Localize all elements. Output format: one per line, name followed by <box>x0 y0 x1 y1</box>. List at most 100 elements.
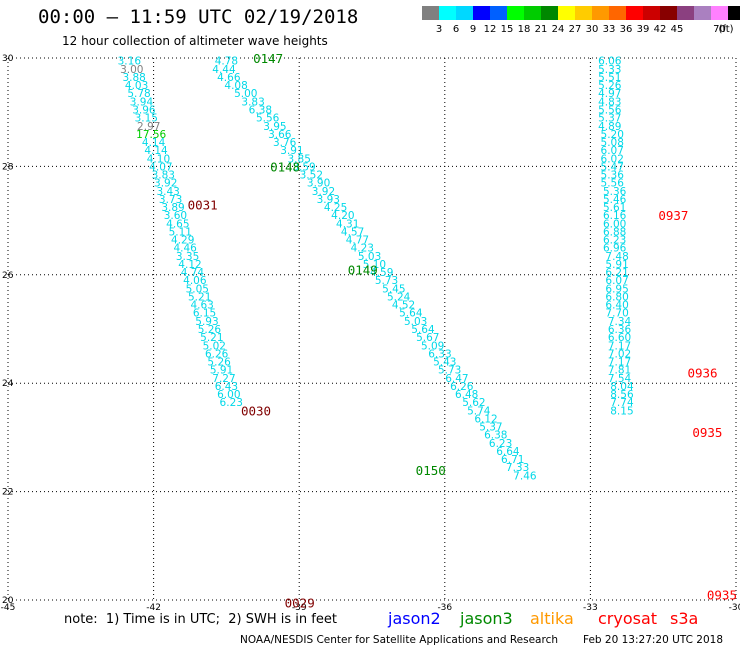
color-scale-label: 36 <box>620 24 633 35</box>
wave-height-value: 7.70 <box>605 308 628 320</box>
y-tick-label: 24 <box>2 379 14 389</box>
color-swatch <box>728 6 740 20</box>
color-swatch <box>592 6 609 20</box>
wave-height-value: 6.00 <box>603 218 626 230</box>
color-scale-label: 15 <box>501 24 514 35</box>
wave-height-value: 3.76 <box>273 137 297 149</box>
wave-height-value: 4.77 <box>346 235 369 247</box>
color-swatch <box>643 6 660 20</box>
wave-height-value: 4.97 <box>598 88 621 100</box>
legend-jason2: jason2 <box>388 609 441 628</box>
wave-height-value: 7.27 <box>212 373 235 385</box>
wave-height-value: 6.23 <box>489 438 512 450</box>
wave-height-value: 5.36 <box>601 170 625 182</box>
color-scale-label: 33 <box>603 24 616 35</box>
wave-height-value: 4.83 <box>598 96 621 108</box>
wave-height-value: 7.81 <box>608 365 631 377</box>
wave-height-value: 6.88 <box>603 226 626 238</box>
track-time-label: 0936 <box>687 365 717 380</box>
track-time-label: 0031 <box>188 197 218 212</box>
wave-height-value: 5.64 <box>411 324 435 336</box>
credit-line: NOAA/NESDIS Center for Satellite Applica… <box>240 634 558 646</box>
wave-height-value: 4.23 <box>351 243 374 255</box>
wave-height-value: 2.97 <box>137 121 160 133</box>
color-swatch <box>456 6 473 20</box>
wave-height-value: 3.96 <box>132 104 156 116</box>
wave-height-value: 4.25 <box>324 202 347 214</box>
wave-height-value: 6.02 <box>601 153 624 165</box>
wave-height-value: 5.08 <box>601 137 624 149</box>
color-scale-label: 18 <box>518 24 531 35</box>
color-swatch <box>660 6 677 20</box>
wave-height-value: 5.78 <box>127 88 150 100</box>
track-time-label: 0935 <box>692 425 722 440</box>
wave-height-value: 3.94 <box>130 96 154 108</box>
wave-height-value: 6.15 <box>193 308 216 320</box>
wave-height-plot: -45-42-39-36-33-302022242628304.784.444.… <box>1 51 740 610</box>
color-scale-label: 45 <box>671 24 684 35</box>
wave-height-value: 6.16 <box>603 210 627 222</box>
wave-height-value: 4.44 <box>212 64 236 76</box>
wave-height-value: 5.09 <box>421 340 444 352</box>
wave-height-value: 4.12 <box>178 259 201 271</box>
wave-height-value: 4.07 <box>149 161 172 173</box>
wave-height-value: 6.36 <box>608 324 632 336</box>
color-swatch <box>541 6 558 20</box>
wave-height-value: 5.10 <box>363 259 386 271</box>
wave-height-value: 6.23 <box>220 397 243 409</box>
wave-height-value: 3.00 <box>120 64 143 76</box>
wave-height-value: 3.95 <box>263 121 286 133</box>
color-scale-bar: 3 6 9 12 15 18 21 24 27 30 33 36 39 42 45 70(ft) <box>422 6 740 35</box>
wave-height-value: 5.02 <box>203 340 226 352</box>
wave-height-value: 4.14 <box>144 145 168 157</box>
wave-height-value: 4.59 <box>370 267 393 279</box>
wave-height-value: 5.00 <box>234 88 257 100</box>
color-scale-label: 3 <box>436 24 442 35</box>
wave-height-value: 5.36 <box>603 186 627 198</box>
wave-height-value: 7.02 <box>608 348 631 360</box>
x-tick-label: -39 <box>292 603 307 610</box>
wave-height-value: 4.65 <box>166 218 189 230</box>
wave-height-value: 7.48 <box>605 251 628 263</box>
y-tick-label: 22 <box>2 488 13 498</box>
generated-timestamp: Feb 20 13:27:20 UTC 2018 <box>583 634 723 646</box>
x-tick-label: -42 <box>146 603 161 610</box>
color-swatch <box>711 6 728 20</box>
wave-height-value: 3.83 <box>152 170 175 182</box>
wave-height-value: 8.56 <box>610 389 634 401</box>
color-scale-label: 70 <box>713 24 726 35</box>
wave-height-value: 3.89 <box>161 202 184 214</box>
wave-height-value: 4.57 <box>341 226 364 238</box>
wave-height-value: 4.20 <box>331 210 354 222</box>
color-swatch <box>677 6 694 20</box>
wave-height-value: 3.60 <box>164 210 187 222</box>
wave-height-value: 7.17 <box>608 357 631 369</box>
wave-height-value: 5.45 <box>382 283 405 295</box>
wave-height-value: 5.24 <box>387 291 411 303</box>
wave-height-value: 17.56 <box>136 129 166 141</box>
wave-height-value: 5.93 <box>195 316 218 328</box>
wave-height-value: 3.66 <box>268 129 292 141</box>
chart-title: 00:00 – 11:59 UTC 02/19/2018 <box>38 6 359 28</box>
wave-height-value: 4.06 <box>183 275 207 287</box>
wave-height-value: 4.14 <box>142 137 166 149</box>
wave-height-value: 3.59 <box>292 161 315 173</box>
wave-height-value: 5.67 <box>416 332 439 344</box>
wave-height-value: 5.74 <box>467 405 491 417</box>
color-swatch <box>422 6 439 20</box>
wave-height-value: 6.07 <box>605 275 628 287</box>
x-tick-label: -33 <box>583 603 598 610</box>
y-tick-label: 20 <box>2 596 14 606</box>
color-scale-label: 30 <box>586 24 599 35</box>
wave-height-value: 4.66 <box>217 72 241 84</box>
wave-height-value: 5.56 <box>598 104 622 116</box>
color-swatch <box>490 6 507 20</box>
y-tick-label: 28 <box>2 162 14 172</box>
color-scale-label: 24 <box>552 24 565 35</box>
wave-height-value: 5.61 <box>603 202 626 214</box>
color-scale-unit: (ft) <box>718 24 733 35</box>
wave-height-value: 4.31 <box>336 218 359 230</box>
color-swatch <box>473 6 490 20</box>
wave-height-value: 3.16 <box>118 56 142 68</box>
color-scale-label: 27 <box>569 24 582 35</box>
